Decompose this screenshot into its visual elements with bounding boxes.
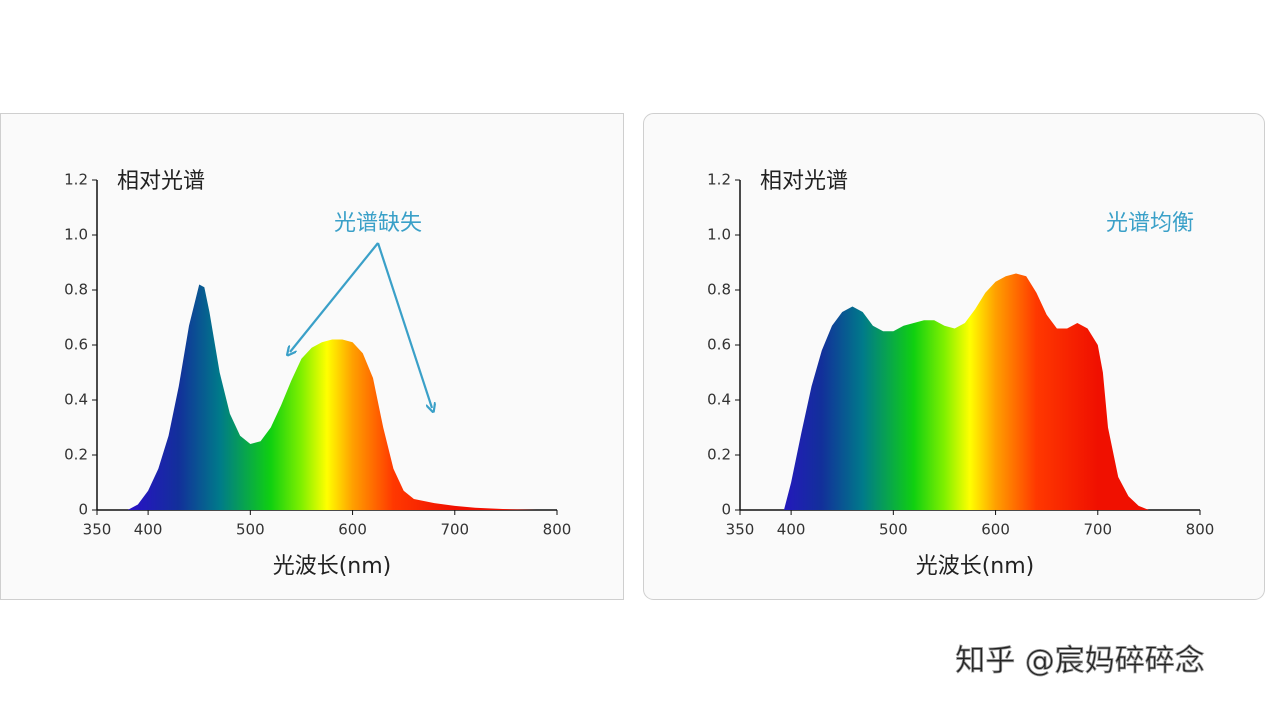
x-tick-label: 400 <box>777 521 806 539</box>
arrow <box>376 242 432 408</box>
spectrum-area <box>127 284 537 510</box>
spectrum-area <box>783 273 1149 510</box>
x-tick-label: 350 <box>726 521 755 539</box>
y-tick-label: 0.6 <box>64 336 88 354</box>
y-axis-title: 相对光谱 <box>117 169 205 194</box>
y-tick-label: 1.2 <box>64 171 88 189</box>
x-tick-label: 600 <box>981 521 1010 539</box>
y-tick-label: 0.2 <box>64 446 88 464</box>
y-tick-label: 1.0 <box>707 226 731 244</box>
y-tick-label: 1.0 <box>64 226 88 244</box>
x-tick-label: 700 <box>440 521 469 539</box>
annotation: 光谱缺失 <box>334 211 422 236</box>
x-tick-label: 800 <box>1186 521 1215 539</box>
y-tick-label: 0.6 <box>707 336 731 354</box>
y-tick-label: 0 <box>78 501 88 519</box>
watermark: 知乎 @宸妈碎碎念 <box>955 644 1205 679</box>
x-tick-label: 700 <box>1083 521 1112 539</box>
x-tick-label: 800 <box>543 521 572 539</box>
y-tick-label: 0.8 <box>64 281 88 299</box>
y-axis-title: 相对光谱 <box>760 169 848 194</box>
arrow <box>290 242 379 352</box>
panel: 0 0.2 0.4 0.6 0.8 1.0 1.2 350 400 500 600 700 800 相对光… <box>0 113 624 600</box>
x-axis-title: 光波长(nm) <box>273 554 392 579</box>
y-tick-label: 0.4 <box>64 391 88 409</box>
y-tick-label: 0.4 <box>707 391 731 409</box>
x-tick-label: 350 <box>83 521 112 539</box>
y-tick-label: 0.8 <box>707 281 731 299</box>
x-tick-label: 500 <box>879 521 908 539</box>
y-tick-label: 1.2 <box>707 171 731 189</box>
x-tick-label: 500 <box>236 521 265 539</box>
panel: 0 0.2 0.4 0.6 0.8 1.0 1.2 350 400 500 600 700 800 相对光… <box>643 113 1265 600</box>
x-tick-label: 400 <box>134 521 163 539</box>
x-axis-title: 光波长(nm) <box>916 554 1035 579</box>
y-tick-label: 0.2 <box>707 446 731 464</box>
y-tick-label: 0 <box>721 501 731 519</box>
x-tick-label: 600 <box>338 521 367 539</box>
annotation: 光谱均衡 <box>1106 211 1194 236</box>
